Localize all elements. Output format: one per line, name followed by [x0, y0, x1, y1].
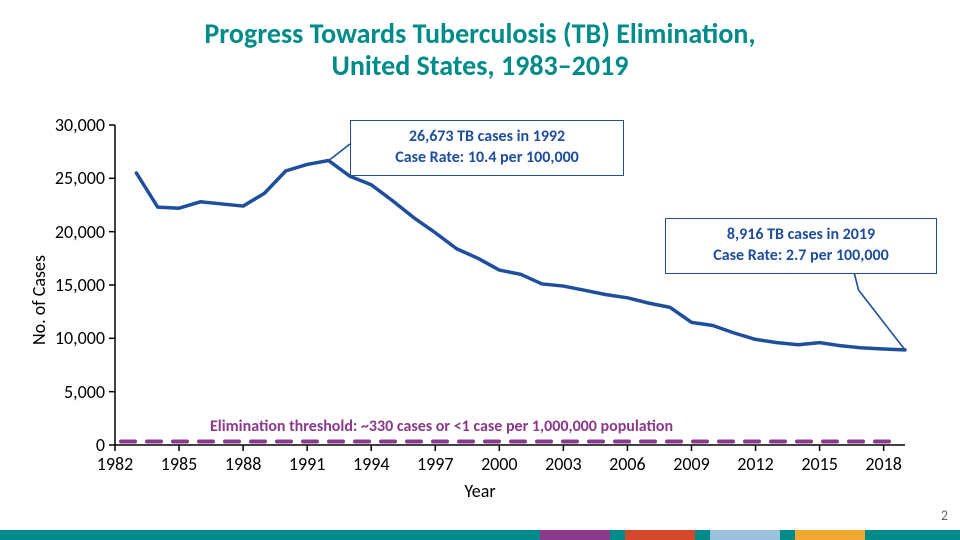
x-tick: 2006	[602, 453, 652, 475]
x-tick: 1991	[282, 453, 332, 475]
y-tick: 10,000	[55, 327, 105, 349]
title-line1: Progress Towards Tuberculosis (TB) Elimi…	[204, 16, 755, 51]
y-tick: 15,000	[55, 274, 105, 296]
y-tick: 20,000	[55, 221, 105, 243]
y-tick: 25,000	[55, 167, 105, 189]
footer-bar	[0, 530, 960, 540]
x-tick: 1988	[218, 453, 268, 475]
callout-peak: 26,673 TB cases in 1992 Case Rate: 10.4 …	[350, 120, 624, 176]
chart-title: Progress Towards Tuberculosis (TB) Elimi…	[0, 0, 960, 82]
x-tick: 2018	[859, 453, 909, 475]
y-tick: 5,000	[64, 381, 105, 403]
callout-latest: 8,916 TB cases in 2019 Case Rate: 2.7 pe…	[665, 218, 937, 274]
callout-latest-line2: Case Rate: 2.7 per 100,000	[713, 246, 888, 265]
footer-segment	[625, 530, 695, 540]
footer-segment	[540, 530, 610, 540]
x-tick: 1994	[346, 453, 396, 475]
x-tick: 2015	[795, 453, 845, 475]
page-number: 2	[941, 507, 948, 524]
callout-latest-line1: 8,916 TB cases in 2019	[727, 225, 875, 244]
y-axis-label: No. of Cases	[28, 255, 50, 345]
x-tick: 2009	[666, 453, 716, 475]
callout-peak-line2: Case Rate: 10.4 per 100,000	[395, 148, 579, 167]
x-tick: 1985	[154, 453, 204, 475]
elimination-label: Elimination threshold: ~330 cases or <1 …	[210, 417, 673, 436]
x-tick: 2003	[538, 453, 588, 475]
x-tick: 2000	[474, 453, 524, 475]
footer-segment	[795, 530, 865, 540]
title-line2: United States, 1983–2019	[332, 48, 629, 83]
x-tick: 1982	[90, 453, 140, 475]
x-tick: 2012	[731, 453, 781, 475]
footer-segment	[710, 530, 780, 540]
x-tick: 1997	[410, 453, 460, 475]
callout-peak-line1: 26,673 TB cases in 1992	[409, 127, 565, 146]
y-tick: 30,000	[55, 114, 105, 136]
x-axis-label: Year	[0, 480, 960, 502]
